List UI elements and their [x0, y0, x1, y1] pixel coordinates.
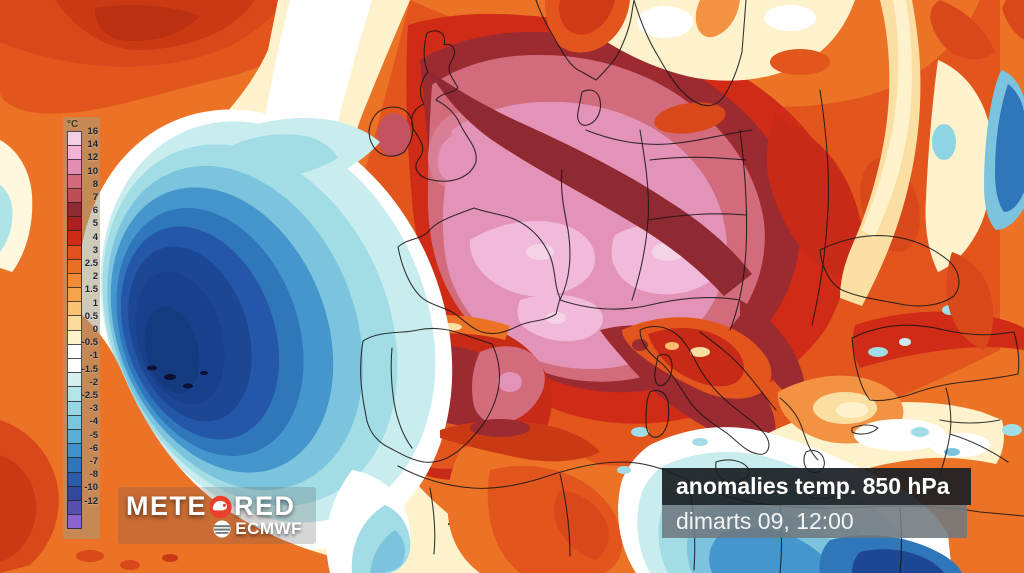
map-region-atlantic-cold-pool	[77, 0, 560, 573]
legend-tick-label: -0.5	[81, 337, 98, 349]
map-region-east-edge	[840, 0, 1024, 350]
map-region-morocco-cold	[326, 470, 470, 573]
legend-tick-label: 2.5	[84, 258, 98, 269]
brand-suffix-text: RED	[234, 491, 296, 521]
legend-unit-label: °C	[67, 119, 79, 130]
brand-wordmark: METE RED	[126, 491, 296, 522]
map-region-algeria-warm	[440, 419, 650, 573]
map-region-scandinavia	[545, 0, 855, 81]
infobox-subtitle-row: dimarts 09, 12:00	[662, 505, 967, 538]
legend-tick-label: 4	[92, 231, 98, 243]
legend-tick-label: -2.5	[81, 390, 98, 401]
legend-tick-label: 8	[92, 178, 98, 190]
legend-tick-label: 0.5	[84, 310, 98, 322]
legend-tick-label: 1	[92, 297, 98, 309]
legend-tick-label: 12	[87, 152, 98, 164]
legend-tick-label: 0	[92, 324, 98, 335]
legend-tick-label: 5	[92, 218, 98, 230]
legend-tick-label: 1.5	[84, 284, 98, 296]
legend-tick-label: 14	[87, 139, 98, 151]
brand-prefix-text: METE	[126, 491, 208, 521]
brand-o-icon	[208, 494, 233, 519]
ecmwf-logo-icon	[213, 520, 231, 538]
model-credit: ECMWF	[213, 519, 302, 539]
map-region-left-edge	[0, 140, 33, 280]
legend-tick-label: -7	[89, 456, 98, 467]
legend-tick-label: -1.5	[81, 363, 98, 375]
legend-tick-label: 3	[92, 244, 98, 256]
legend-tick-label: -4	[89, 416, 98, 428]
legend-swatch	[67, 514, 82, 530]
legend-tick-label: 10	[87, 165, 98, 177]
legend-tick-label: -1	[89, 350, 98, 362]
model-label-text: ECMWF	[235, 519, 302, 538]
legend-tick-label: -10	[84, 482, 98, 494]
legend-label-column: 16 14 12 10 8 7 6 5 4 3 2.5 2 1.5 1 0.5 0 -0.5 -1 -1.5 -2 -2…	[63, 117, 100, 539]
map-region-alps	[622, 317, 772, 399]
legend-swatch-column	[67, 131, 82, 530]
legend-tick-label: -12	[84, 495, 98, 507]
legend-tick-label: -6	[89, 442, 98, 454]
legend-tick-label: -8	[89, 469, 98, 481]
infobox-title-row: anomalies temp. 850 hPa	[662, 468, 971, 505]
legend-tick-label: 7	[92, 192, 98, 203]
legend-tick-label: 6	[92, 205, 98, 217]
legend-tick-label: -2	[89, 376, 98, 388]
legend-tick-label: 2	[92, 271, 98, 283]
legend-tick-label: -3	[89, 403, 98, 415]
map-region-northwest-warm	[0, 0, 340, 114]
legend-tick-label: 16	[87, 126, 98, 137]
legend-tick-label: -5	[89, 429, 98, 441]
brand-watermark: METE RED ECMWF	[118, 487, 316, 544]
map-region-warm-core	[351, 0, 1000, 467]
map-infobox: anomalies temp. 850 hPa dimarts 09, 12:0…	[662, 468, 971, 538]
color-scale-legend: °C 16 14 12 10 8 7 6 5 4 3 2.5 2 1.5 1 0.5 0 -0.5 -1 -1.5-…	[63, 117, 100, 539]
